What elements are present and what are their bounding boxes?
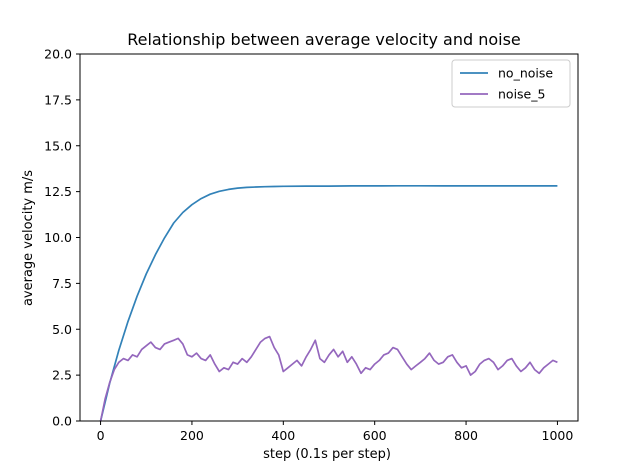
x-axis-label: step (0.1s per step)	[263, 447, 391, 462]
legend-box	[451, 59, 571, 108]
y-tick-label: 5.0	[52, 322, 72, 337]
x-tick-label: 800	[454, 428, 478, 443]
legend-label-no-noise: no_noise	[498, 66, 553, 81]
y-axis-label: average velocity m/s	[21, 170, 36, 306]
legend-label-noise-5: noise_5	[498, 87, 545, 102]
y-tick-label: 7.5	[52, 276, 72, 291]
series-line-noise-5	[99, 335, 558, 422]
y-tick-label: 15.0	[44, 138, 72, 153]
y-tick-label: 20.0	[44, 47, 72, 62]
y-tick-label: 17.5	[44, 92, 72, 107]
y-tick-label: 2.5	[52, 368, 72, 383]
chart-title: Relationship between average velocity an…	[127, 30, 521, 49]
x-tick-label: 600	[363, 428, 387, 443]
x-tick-label: 0	[97, 428, 105, 443]
series-line-no-noise	[99, 184, 558, 422]
x-tick-label: 1000	[542, 428, 574, 443]
x-tick-label: 200	[180, 428, 204, 443]
legend: no_noise noise_5	[451, 59, 571, 108]
y-tick-label: 10.0	[44, 230, 72, 245]
y-tick-label: 0.0	[52, 414, 72, 429]
x-tick-label: 400	[271, 428, 295, 443]
y-tick-label: 12.5	[44, 184, 72, 199]
